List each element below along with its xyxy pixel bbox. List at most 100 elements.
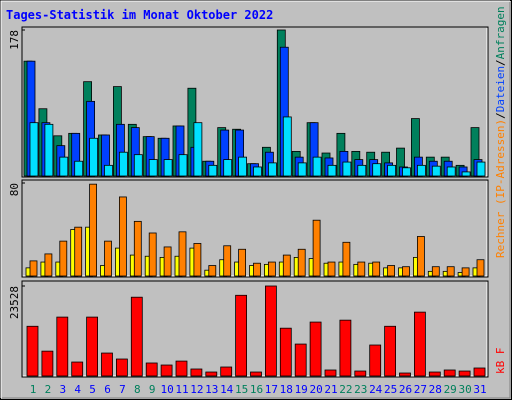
x-tick-label: 4 [74, 383, 81, 396]
bar [148, 159, 158, 177]
bar [413, 311, 426, 377]
bar [104, 164, 113, 177]
bar [431, 165, 441, 177]
bar [267, 261, 276, 277]
bar [163, 246, 172, 277]
x-tick-label: 27 [414, 383, 427, 396]
bar [163, 159, 173, 177]
y-tick-label: 23528 [8, 286, 21, 319]
bar [402, 266, 410, 277]
bar [160, 364, 173, 377]
bar [324, 369, 337, 377]
bar [253, 166, 262, 177]
bar [41, 350, 54, 377]
bar [264, 285, 277, 377]
bar [193, 122, 203, 177]
x-tick-label: 6 [104, 383, 111, 396]
bar [279, 327, 292, 377]
bar [190, 368, 203, 377]
bar [71, 361, 84, 377]
bar [387, 164, 397, 177]
bar [416, 164, 426, 177]
bar [130, 296, 143, 377]
bar [223, 245, 232, 277]
x-tick-label: 12 [190, 383, 203, 396]
bar [431, 266, 440, 277]
x-tick-label: 16 [250, 383, 263, 396]
bar [369, 344, 382, 377]
bar [133, 220, 142, 277]
bar [238, 156, 248, 177]
bar [312, 156, 322, 177]
bar [29, 122, 39, 177]
legend-entry: Anfragen [494, 6, 507, 59]
bar [312, 219, 321, 277]
bar [267, 162, 277, 177]
bar [178, 154, 188, 177]
x-tick-label: 17 [265, 383, 278, 396]
panel [21, 280, 489, 378]
legend: kB F [494, 348, 507, 375]
bar [178, 231, 187, 277]
bar [443, 369, 456, 377]
x-tick-label: 13 [205, 383, 218, 396]
bar [26, 325, 39, 377]
bar [342, 161, 352, 177]
x-tick-label: 10 [160, 383, 173, 396]
bar [145, 362, 158, 377]
x-tick-label: 19 [295, 383, 308, 396]
bar [446, 266, 455, 277]
x-tick-label: 14 [220, 383, 234, 396]
x-tick-label: 30 [458, 383, 471, 396]
legend-entry: Dateien [494, 66, 507, 112]
bar [74, 226, 83, 277]
bar [309, 321, 322, 377]
x-tick-label: 23 [354, 383, 367, 396]
legend-entry: / [494, 59, 507, 66]
bar [101, 352, 113, 377]
x-tick-label: 11 [175, 383, 188, 396]
bar [461, 171, 471, 177]
bar [89, 183, 97, 277]
bar [428, 371, 441, 377]
bar [473, 367, 486, 377]
x-tick-label: 7 [119, 383, 126, 396]
bar [223, 159, 233, 177]
bar [119, 151, 128, 177]
x-tick-label: 21 [324, 383, 337, 396]
bar [59, 156, 69, 177]
bar [357, 261, 366, 277]
y-tick-label: 178 [8, 30, 21, 50]
bar [297, 248, 306, 277]
y-tick-label: 80 [8, 183, 21, 196]
bar [175, 360, 188, 377]
bar [476, 259, 485, 277]
bar [148, 232, 157, 277]
bar [282, 116, 292, 177]
chart-title: Tages-Statistik im Monat Oktober 2022 [6, 8, 273, 22]
bar [238, 248, 247, 277]
bar [372, 261, 381, 277]
bar [342, 241, 351, 277]
bar [399, 372, 411, 377]
legend-entry: / [494, 112, 507, 119]
bar [282, 254, 291, 277]
bar [253, 262, 261, 277]
bar [205, 371, 218, 377]
bar [86, 316, 98, 377]
bar [446, 166, 456, 177]
bar [250, 371, 262, 377]
bar [461, 267, 470, 277]
x-tick-label: 29 [444, 383, 457, 396]
bar [384, 325, 397, 377]
x-tick-label: 25 [384, 383, 397, 396]
bar [372, 163, 382, 177]
bar [357, 164, 367, 177]
bar [387, 265, 396, 277]
bar [56, 316, 69, 377]
bar [476, 161, 486, 177]
x-tick-label: 28 [429, 383, 442, 396]
